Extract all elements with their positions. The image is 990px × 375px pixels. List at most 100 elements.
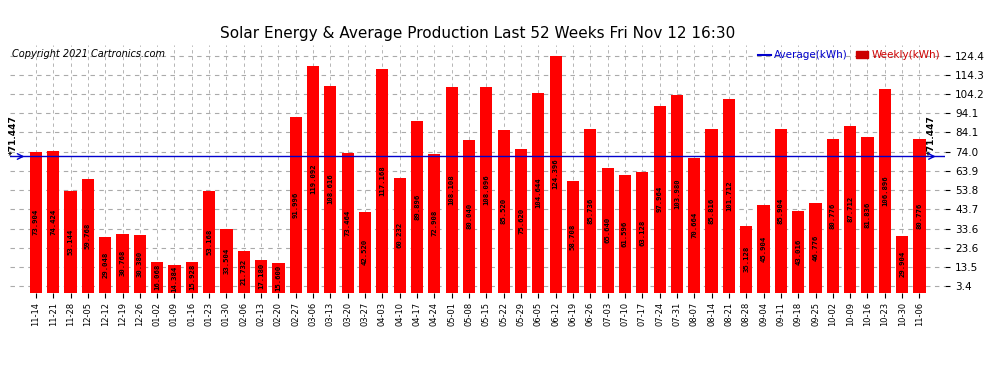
Text: 87.712: 87.712 bbox=[847, 196, 853, 222]
Text: 85.816: 85.816 bbox=[709, 198, 715, 224]
Bar bbox=[429, 154, 441, 292]
Text: 108.096: 108.096 bbox=[483, 174, 489, 205]
Bar bbox=[238, 251, 249, 292]
Bar bbox=[723, 99, 735, 292]
Text: 58.708: 58.708 bbox=[570, 224, 576, 250]
Text: 72.908: 72.908 bbox=[432, 210, 438, 236]
Text: 85.520: 85.520 bbox=[501, 198, 507, 224]
Bar bbox=[498, 130, 510, 292]
Bar bbox=[584, 129, 596, 292]
Bar bbox=[64, 191, 76, 292]
Text: 108.616: 108.616 bbox=[328, 174, 334, 204]
Text: 60.232: 60.232 bbox=[397, 222, 403, 248]
Bar bbox=[134, 235, 146, 292]
Text: 65.640: 65.640 bbox=[605, 217, 611, 243]
Text: 73.904: 73.904 bbox=[33, 209, 39, 235]
Text: 42.520: 42.520 bbox=[362, 239, 368, 265]
Text: 21.732: 21.732 bbox=[241, 259, 247, 285]
Legend: Average(kWh), Weekly(kWh): Average(kWh), Weekly(kWh) bbox=[758, 50, 940, 60]
Text: 35.128: 35.128 bbox=[743, 246, 749, 272]
Text: 17.180: 17.180 bbox=[258, 263, 264, 289]
Text: 106.896: 106.896 bbox=[882, 176, 888, 206]
Bar bbox=[619, 175, 631, 292]
Bar bbox=[549, 56, 561, 292]
Bar bbox=[533, 93, 544, 292]
Bar bbox=[255, 260, 267, 292]
Text: 117.168: 117.168 bbox=[379, 166, 385, 196]
Bar bbox=[359, 211, 371, 292]
Text: 104.644: 104.644 bbox=[536, 178, 542, 208]
Text: 53.144: 53.144 bbox=[67, 229, 73, 255]
Bar bbox=[792, 211, 804, 292]
Bar bbox=[671, 94, 683, 292]
Bar bbox=[775, 129, 787, 292]
Text: 108.108: 108.108 bbox=[448, 174, 454, 205]
Text: 16.068: 16.068 bbox=[154, 264, 160, 290]
Text: 74.424: 74.424 bbox=[50, 209, 56, 235]
Bar bbox=[151, 262, 163, 292]
Text: *71.447: *71.447 bbox=[927, 115, 937, 154]
Text: 119.092: 119.092 bbox=[310, 164, 316, 195]
Bar bbox=[914, 139, 926, 292]
Bar bbox=[99, 237, 111, 292]
Bar bbox=[203, 191, 215, 292]
Bar bbox=[48, 151, 59, 292]
Bar bbox=[307, 66, 319, 292]
Text: 33.504: 33.504 bbox=[224, 248, 230, 274]
Bar bbox=[446, 87, 457, 292]
Bar bbox=[463, 140, 475, 292]
Bar bbox=[30, 152, 42, 292]
Text: 101.712: 101.712 bbox=[726, 180, 732, 211]
Text: 43.016: 43.016 bbox=[795, 238, 801, 265]
Text: 80.040: 80.040 bbox=[466, 203, 472, 229]
Bar bbox=[879, 89, 891, 292]
Bar bbox=[602, 168, 614, 292]
Bar bbox=[168, 265, 180, 292]
Title: Solar Energy & Average Production Last 52 Weeks Fri Nov 12 16:30: Solar Energy & Average Production Last 5… bbox=[220, 26, 736, 41]
Text: 15.600: 15.600 bbox=[275, 264, 281, 291]
Text: 80.776: 80.776 bbox=[830, 202, 836, 229]
Text: 124.396: 124.396 bbox=[552, 159, 558, 189]
Bar bbox=[411, 122, 423, 292]
Bar bbox=[82, 179, 94, 292]
Text: 46.776: 46.776 bbox=[813, 235, 819, 261]
Bar bbox=[290, 117, 302, 292]
Bar bbox=[844, 126, 856, 292]
Bar bbox=[706, 129, 718, 292]
Text: 70.664: 70.664 bbox=[691, 212, 697, 238]
Text: 29.048: 29.048 bbox=[102, 252, 108, 278]
Bar bbox=[272, 263, 284, 292]
Text: 89.896: 89.896 bbox=[414, 194, 420, 220]
Bar bbox=[827, 139, 839, 292]
Text: 73.464: 73.464 bbox=[345, 210, 350, 236]
Text: 29.904: 29.904 bbox=[899, 251, 905, 277]
Bar bbox=[741, 226, 752, 292]
Bar bbox=[757, 205, 769, 292]
Bar bbox=[688, 158, 700, 292]
Bar bbox=[342, 153, 353, 292]
Text: 81.836: 81.836 bbox=[864, 201, 870, 228]
Bar bbox=[376, 69, 388, 292]
Text: *71.447: *71.447 bbox=[9, 115, 18, 154]
Text: 103.980: 103.980 bbox=[674, 178, 680, 209]
Bar bbox=[186, 262, 198, 292]
Text: 97.964: 97.964 bbox=[656, 186, 662, 212]
Text: 45.904: 45.904 bbox=[760, 236, 766, 262]
Text: 30.768: 30.768 bbox=[120, 250, 126, 276]
Text: 85.736: 85.736 bbox=[587, 198, 593, 224]
Bar bbox=[653, 106, 665, 292]
Text: 53.168: 53.168 bbox=[206, 229, 212, 255]
Bar bbox=[637, 172, 648, 292]
Text: 80.776: 80.776 bbox=[917, 202, 923, 229]
Bar bbox=[325, 86, 337, 292]
Text: 63.128: 63.128 bbox=[640, 219, 645, 246]
Bar bbox=[810, 204, 822, 292]
Text: 59.768: 59.768 bbox=[85, 222, 91, 249]
Text: 91.996: 91.996 bbox=[293, 192, 299, 218]
Text: 15.928: 15.928 bbox=[189, 264, 195, 291]
Bar bbox=[221, 229, 233, 292]
Bar bbox=[567, 181, 579, 292]
Bar bbox=[861, 137, 873, 292]
Bar bbox=[515, 148, 527, 292]
Text: 85.904: 85.904 bbox=[778, 198, 784, 224]
